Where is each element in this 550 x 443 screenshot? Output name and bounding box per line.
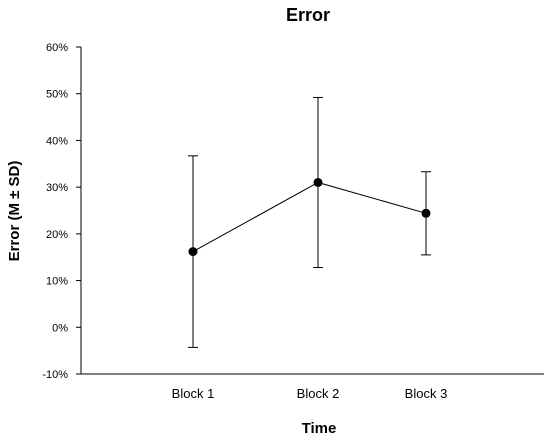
- y-tick-label: -10%: [42, 369, 68, 381]
- chart-title: Error: [286, 5, 330, 25]
- series-line: [192, 181, 427, 253]
- y-tick-label: 50%: [46, 89, 68, 101]
- y-tick-label: 60%: [46, 42, 68, 54]
- y-tick-label: 0%: [52, 322, 68, 334]
- data-point: [188, 247, 198, 257]
- y-axis-title: Error (M ± SD): [6, 161, 23, 262]
- y-tick-label: 40%: [46, 135, 68, 147]
- y-tick-label: 10%: [46, 276, 68, 288]
- x-axis-ticks: Block 1 Block 2 Block 3: [172, 386, 448, 401]
- y-tick-label: 20%: [46, 229, 68, 241]
- x-tick-label: Block 2: [297, 386, 340, 401]
- x-tick-label: Block 1: [172, 386, 215, 401]
- x-tick-label: Block 3: [405, 386, 448, 401]
- series-group: [188, 96, 431, 348]
- data-point: [421, 208, 431, 218]
- y-tick-label: 30%: [46, 182, 68, 194]
- data-point: [313, 177, 323, 187]
- x-axis-title: Time: [302, 420, 337, 437]
- y-axis-ticks: -10% 0% 10% 20% 30% 40% 50% 60%: [42, 42, 81, 381]
